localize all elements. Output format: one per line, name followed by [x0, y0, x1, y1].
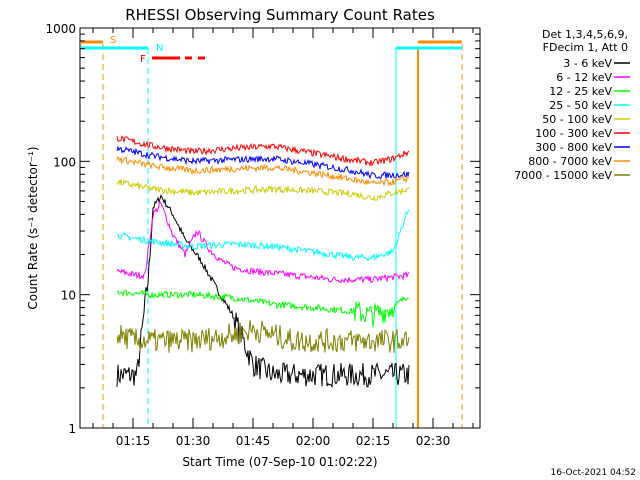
x-tick-label: 02:15: [356, 434, 391, 448]
x-tick-label: 01:15: [116, 434, 151, 448]
flag-label-n: N: [156, 43, 163, 54]
legend-entry-label: 7000 - 15000 keV: [514, 169, 612, 182]
flag-markers: S NF: [81, 35, 463, 428]
legend-entry-label: 300 - 800 keV: [535, 141, 612, 154]
legend-entry-label: 3 - 6 keV: [563, 57, 612, 70]
x-tick-label: 02:30: [416, 434, 451, 448]
legend-entry-label: 6 - 12 keV: [556, 71, 612, 84]
x-tick-label: 02:00: [296, 434, 331, 448]
x-axis-label: Start Time (07-Sep-10 01:02:22): [182, 455, 377, 469]
legend-entry-label: 50 - 100 keV: [542, 113, 612, 126]
series-line-50-100-kev: [116, 179, 410, 201]
y-tick-label: 100: [53, 155, 76, 169]
axes: 1 10 100 1000 01:15 01:30 01:45 02:00 02:15 02:30: [45, 22, 481, 448]
series-line-800-7000-kev: [116, 155, 410, 188]
y-tick-label: 1000: [45, 22, 76, 36]
x-tick-label: 01:45: [236, 434, 271, 448]
series-line-3-6-kev: [116, 194, 410, 389]
flag-label-f: F: [140, 54, 146, 65]
series-line-300-800-kev: [116, 145, 410, 180]
plot-frame: [79, 27, 481, 429]
legend-entry-label: 100 - 300 keV: [535, 127, 612, 140]
chart-title: RHESSI Observing Summary Count Rates: [125, 6, 435, 24]
legend-entry-label: 25 - 50 keV: [549, 99, 612, 112]
footer-timestamp: 16-Oct-2021 04:52: [551, 468, 636, 478]
series-line-25-50-kev: [116, 209, 410, 262]
y-tick-label: 1: [68, 422, 76, 436]
series-line-7000-15000-kev: [116, 319, 410, 353]
legend-header-line: Det 1,3,4,5,6,9,: [542, 28, 628, 41]
series-line-6-12-kev: [116, 201, 410, 284]
flag-label-s: S: [110, 35, 116, 46]
y-axis-label: Count Rate (s⁻¹ detector⁻¹): [26, 146, 40, 309]
legend: Det 1,3,4,5,6,9,FDecim 1, Att 0 3 - 6 keV…: [514, 28, 630, 182]
legend-header-line: FDecim 1, Att 0: [543, 41, 628, 54]
legend-entry-label: 800 - 7000 keV: [528, 155, 612, 168]
series-lines: [116, 135, 410, 389]
legend-entry-label: 12 - 25 keV: [549, 85, 612, 98]
y-tick-label: 10: [61, 289, 76, 303]
series-line-12-25-kev: [116, 289, 410, 328]
x-tick-label: 01:30: [176, 434, 211, 448]
series-line-100-300-kev: [116, 135, 410, 167]
